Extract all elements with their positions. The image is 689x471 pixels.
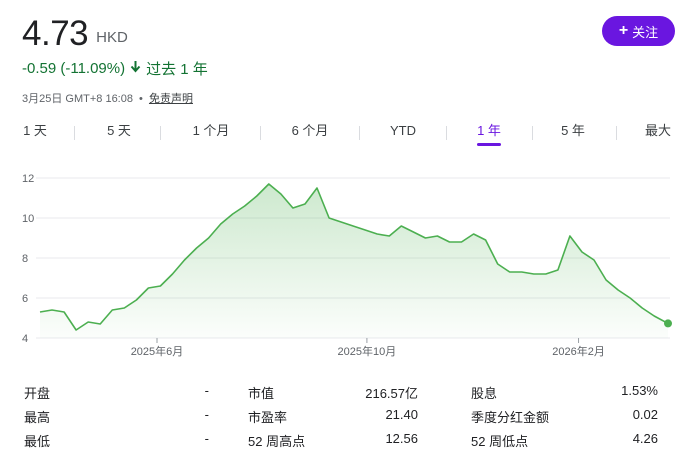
stat-value-quarterly-dividend: 0.02	[632, 407, 658, 422]
tab-divider	[359, 126, 360, 140]
stat-label-52w-low: 52 周低点	[471, 434, 529, 449]
change-value: -0.59 (-11.09%)	[22, 60, 126, 77]
stat-value-dividend: 1.53%	[621, 383, 658, 398]
stat-label-dividend: 股息	[471, 386, 498, 401]
stat-value-open: -	[204, 383, 209, 398]
tab-divider	[446, 126, 447, 140]
tab-label: 5 天	[107, 123, 131, 138]
x-tick-label: 2025年10月	[338, 344, 397, 358]
price-chart[interactable]: 4 6 8 10 12 2025年6月 2025年10月 2026年2月	[0, 160, 689, 370]
x-tick-label: 2025年6月	[131, 344, 184, 358]
stat-label-52w-high: 52 周高点	[248, 434, 306, 449]
tab-label: 1 个月	[192, 123, 230, 138]
change-period: 过去 1 年	[146, 61, 208, 78]
price-line	[39, 183, 669, 331]
stat-label-low: 最低	[24, 434, 51, 449]
meta-separator: •	[139, 93, 143, 105]
y-tick-label: 10	[22, 213, 34, 225]
current-price: 4.73	[22, 14, 89, 53]
tab-divider	[74, 126, 75, 140]
stat-value-market-cap: 216.57亿	[365, 386, 418, 401]
stat-value-52w-low: 4.26	[632, 431, 658, 446]
tab-divider	[532, 126, 533, 140]
tab-divider	[260, 126, 261, 140]
tab-divider	[616, 126, 617, 140]
tab-5d[interactable]: 5 天	[101, 118, 137, 148]
tab-label: 6 个月	[291, 123, 329, 138]
price-change: -0.59 (-11.09%) 过去 1 年	[22, 58, 208, 79]
tab-1y[interactable]: 1 年	[470, 118, 508, 148]
stats-row: 开盘 - 市值 216.57亿 股息 1.53%	[0, 383, 689, 403]
quote-meta: 3月25日 GMT+8 16:08 • 免责声明	[22, 90, 193, 106]
stat-label-open: 开盘	[24, 386, 51, 401]
tab-ytd[interactable]: YTD	[384, 118, 422, 148]
follow-button[interactable]: + 关注	[602, 16, 675, 46]
tab-label: 最大	[644, 123, 671, 138]
arrow-down-icon	[130, 60, 141, 77]
stat-value-52w-high: 12.56	[385, 431, 418, 446]
x-tick-label: 2026年2月	[552, 344, 605, 358]
price-area	[40, 184, 668, 338]
currency-code: HKD	[96, 29, 128, 46]
stat-label-quarterly-dividend: 季度分红金额	[471, 410, 550, 425]
tab-1d[interactable]: 1 天	[18, 118, 52, 148]
tab-divider	[160, 126, 161, 140]
stat-value-pe-ratio: 21.40	[385, 407, 418, 422]
stat-value-low: -	[204, 431, 209, 446]
stat-value-high: -	[204, 407, 209, 422]
stat-label-market-cap: 市值	[248, 386, 275, 401]
price-header: 4.73 HKD	[22, 12, 128, 52]
quote-timestamp: 3月25日 GMT+8 16:08	[22, 93, 133, 105]
active-tab-indicator	[477, 143, 501, 146]
y-tick-label: 12	[22, 173, 34, 185]
y-tick-label: 8	[22, 253, 28, 265]
stats-row: 最低 - 52 周高点 12.56 52 周低点 4.26	[0, 431, 689, 451]
range-tabs: 1 天 5 天 1 个月 6 个月 YTD 1 年 5 年 最大	[0, 118, 689, 148]
tab-6m[interactable]: 6 个月	[284, 118, 336, 148]
stat-label-pe-ratio: 市盈率	[248, 410, 288, 425]
disclaimer-link[interactable]: 免责声明	[148, 93, 193, 105]
tab-label: 1 年	[477, 123, 501, 138]
stat-label-high: 最高	[24, 410, 51, 425]
tab-label: YTD	[390, 123, 416, 138]
tab-label: 5 年	[561, 123, 585, 138]
tab-max[interactable]: 最大	[640, 118, 676, 148]
tab-5y[interactable]: 5 年	[555, 118, 591, 148]
tab-1m[interactable]: 1 个月	[186, 118, 236, 148]
follow-button-label: 关注	[632, 24, 659, 40]
y-tick-label: 6	[22, 293, 28, 305]
plus-icon: +	[618, 22, 629, 39]
stats-row: 最高 - 市盈率 21.40 季度分红金额 0.02	[0, 407, 689, 427]
tab-label: 1 天	[23, 123, 47, 138]
current-price-point	[664, 319, 672, 328]
y-tick-label: 4	[22, 333, 28, 345]
